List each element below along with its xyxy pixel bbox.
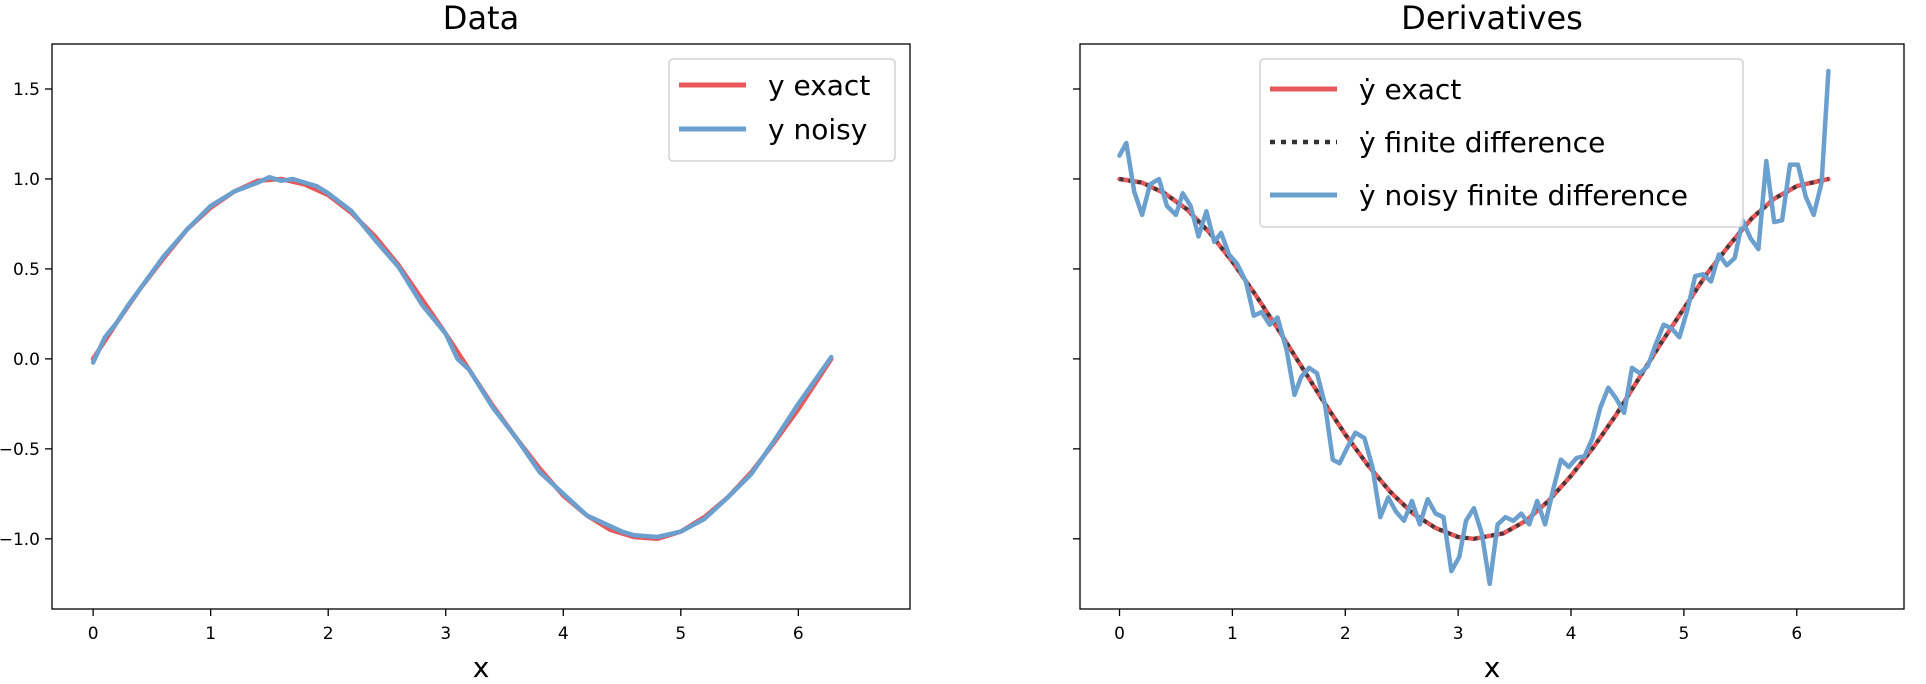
- x-tick-label: 2: [1340, 624, 1351, 644]
- chart-title: Data: [443, 0, 519, 37]
- x-tick-label: 0: [1114, 624, 1125, 644]
- series-line-y-exact: [90, 176, 834, 542]
- x-tick-label: 4: [558, 624, 569, 644]
- x-tick-label: 5: [675, 624, 686, 644]
- series-line--noisy-finite-difference: [1117, 68, 1831, 587]
- series-line-y-noisy: [90, 174, 834, 540]
- series-line--finite-difference: [1119, 177, 1829, 541]
- series-group: [90, 174, 834, 542]
- legend-label: y noisy: [768, 113, 867, 146]
- x-tick-label: 1: [1227, 624, 1238, 644]
- x-tick-label: 6: [793, 624, 804, 644]
- x-tick-label: 4: [1566, 624, 1577, 644]
- y-tick-label: 1.5: [13, 80, 40, 100]
- chart-derivatives: 0 1 2 3 4 5 6 Derivatives x ẏ exact ẏ finite diffe…: [1073, 0, 1905, 684]
- y-tick-label: 1.0: [13, 170, 40, 190]
- legend: y exact y noisy: [668, 58, 896, 162]
- x-tick-label: 3: [1453, 624, 1464, 644]
- legend-label: ẏ noisy finite difference: [1359, 179, 1688, 212]
- chart-title: Derivatives: [1401, 0, 1583, 37]
- x-tick-label: 3: [440, 624, 451, 644]
- legend-label: y exact: [768, 69, 870, 102]
- x-tick-label: 6: [1791, 624, 1802, 644]
- legend-label: ẏ finite difference: [1359, 126, 1605, 159]
- legend-label: ẏ exact: [1359, 73, 1461, 106]
- legend-box: [1259, 58, 1744, 228]
- series-line--exact: [1117, 176, 1831, 542]
- y-tick-label: 0.0: [13, 350, 40, 370]
- y-tick-label: 0.5: [13, 260, 40, 280]
- y-tick-label: −0.5: [0, 440, 40, 460]
- x-tick-label: 2: [323, 624, 334, 644]
- series-group: [1117, 68, 1831, 587]
- x-tick-label: 1: [205, 624, 216, 644]
- x-tick-label: 5: [1678, 624, 1689, 644]
- x-axis-label: x: [473, 651, 490, 684]
- x-axis-label: x: [1484, 651, 1501, 684]
- legend: ẏ exact ẏ finite difference ẏ noisy finite…: [1259, 58, 1744, 228]
- x-tick-label: 0: [88, 624, 99, 644]
- plot-frame: [1079, 43, 1905, 610]
- y-tick-label: −1.0: [0, 530, 40, 550]
- plot-frame: [51, 43, 911, 610]
